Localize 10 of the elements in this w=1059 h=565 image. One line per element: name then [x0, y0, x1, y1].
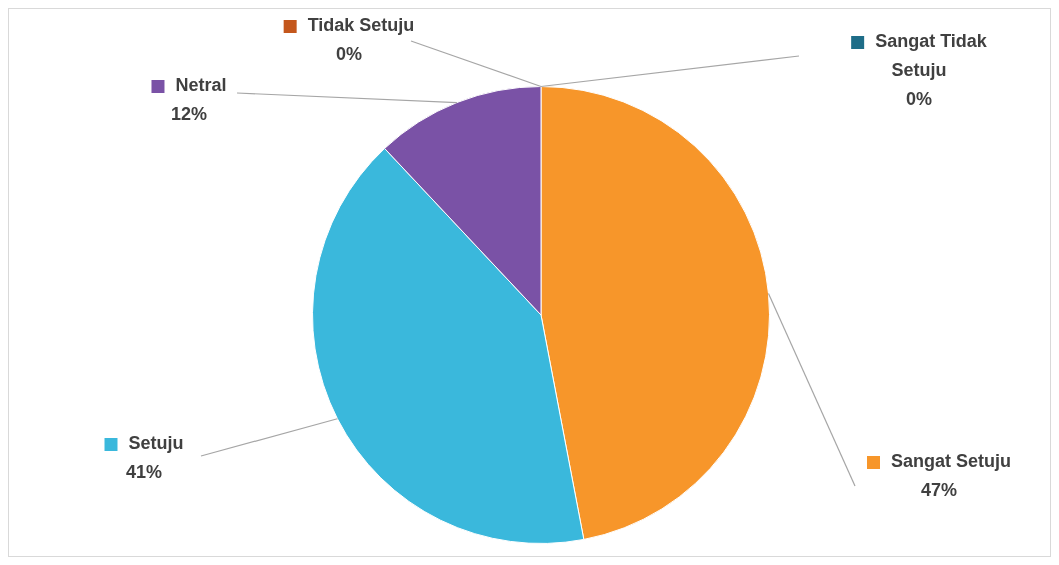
data-label: 12%	[170, 103, 208, 124]
legend-label: Setuju	[128, 432, 184, 453]
legend-label: Sangat Tidak Setuju	[875, 30, 988, 80]
data-label: 47%	[920, 479, 958, 500]
text: 0%	[905, 88, 933, 109]
legend-label: Sangat Setuju	[890, 450, 1012, 471]
text: 0%	[335, 43, 363, 64]
legend-label: Tidak Setuju	[307, 14, 415, 35]
legend-label: Netral	[175, 74, 227, 95]
data-label: 41%	[125, 461, 163, 482]
